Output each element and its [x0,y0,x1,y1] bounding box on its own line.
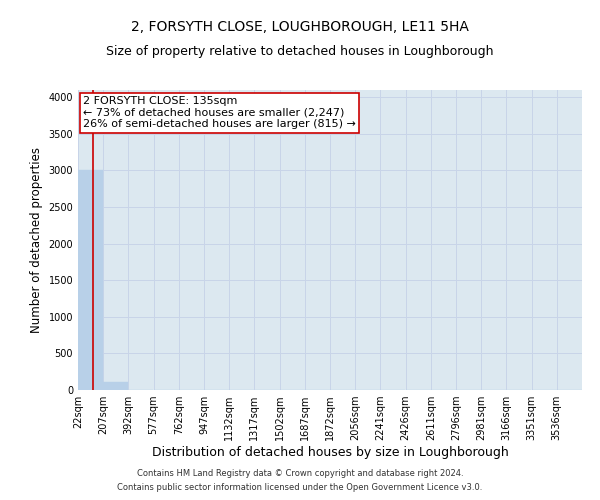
Text: 2 FORSYTH CLOSE: 135sqm
← 73% of detached houses are smaller (2,247)
26% of semi: 2 FORSYTH CLOSE: 135sqm ← 73% of detache… [83,96,356,129]
Text: Contains public sector information licensed under the Open Government Licence v3: Contains public sector information licen… [118,484,482,492]
Bar [78,170,103,390]
Text: 2, FORSYTH CLOSE, LOUGHBOROUGH, LE11 5HA: 2, FORSYTH CLOSE, LOUGHBOROUGH, LE11 5HA [131,20,469,34]
X-axis label: Distribution of detached houses by size in Loughborough: Distribution of detached houses by size … [152,446,508,459]
Bar [103,382,128,390]
Y-axis label: Number of detached properties: Number of detached properties [30,147,43,333]
Text: Size of property relative to detached houses in Loughborough: Size of property relative to detached ho… [106,45,494,58]
Text: Contains HM Land Registry data © Crown copyright and database right 2024.: Contains HM Land Registry data © Crown c… [137,468,463,477]
